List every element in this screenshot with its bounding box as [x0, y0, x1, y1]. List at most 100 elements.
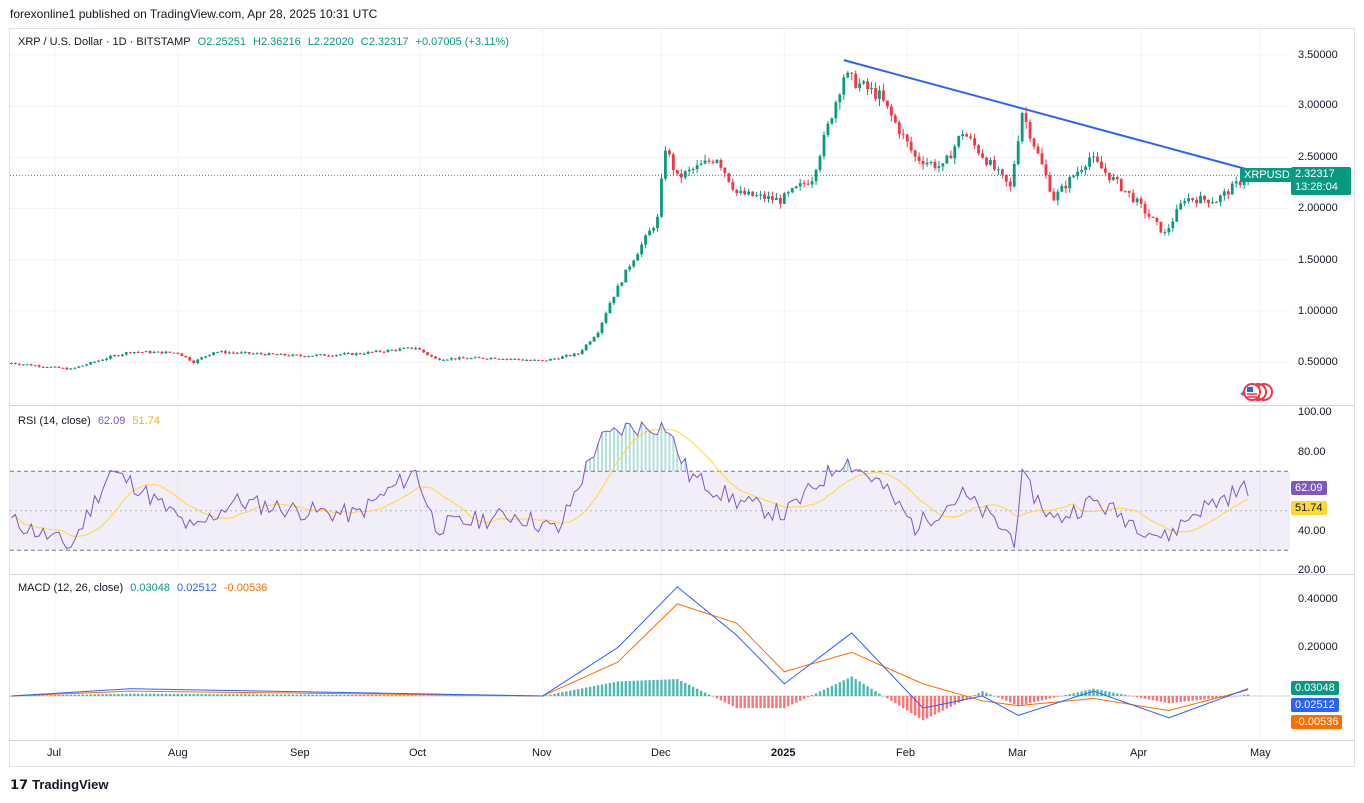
- time-axis-label: Aug: [168, 747, 188, 759]
- candle-body: [747, 191, 751, 195]
- macd-histogram-bar: [156, 693, 160, 696]
- candle-body: [33, 365, 37, 367]
- candle-body: [810, 181, 814, 185]
- candle-body: [489, 357, 493, 360]
- macd-histogram-bar: [1215, 696, 1218, 699]
- candle-body: [1020, 113, 1024, 142]
- candle-body: [660, 178, 663, 217]
- macd-histogram-bar: [216, 694, 219, 696]
- candle-body: [410, 347, 414, 349]
- candle-body: [786, 192, 790, 194]
- candle-body: [105, 358, 108, 360]
- macd-histogram-bar: [10, 696, 13, 697]
- candle-body: [731, 181, 735, 190]
- last-price: 2.32317: [1295, 168, 1335, 180]
- macd-histogram-bar: [473, 695, 477, 697]
- macd-histogram-bar: [232, 694, 235, 696]
- time-axis-label: Apr: [1130, 747, 1148, 759]
- candle-body: [901, 134, 905, 136]
- symbol-tag[interactable]: XRPUSD: [1240, 168, 1294, 182]
- macd-histogram-bar: [283, 694, 287, 696]
- pane-separator[interactable]: [10, 574, 1355, 575]
- rsi-tag: 62.09: [1291, 481, 1327, 495]
- candle-body: [21, 364, 25, 366]
- candle-body: [529, 360, 533, 362]
- macd-histogram-bar: [684, 682, 687, 696]
- candle-body: [1072, 175, 1076, 178]
- macd-histogram-bar: [117, 693, 120, 696]
- macd-histogram-bar: [438, 695, 441, 696]
- macd-histogram-bar: [1163, 696, 1167, 703]
- rsi-axis-label: 40.00: [1298, 525, 1326, 537]
- candle-body: [422, 349, 426, 353]
- candle-body: [624, 269, 628, 283]
- macd-histogram-bar: [969, 696, 972, 697]
- symbol-label[interactable]: XRP / U.S. Dollar · 1D · BITSTAMP: [18, 36, 191, 48]
- macd-histogram-bar: [172, 693, 176, 696]
- candle-body: [739, 190, 743, 194]
- candle-body: [196, 359, 200, 364]
- rsi-label[interactable]: RSI (14, close): [18, 415, 91, 427]
- candle-body: [394, 349, 398, 351]
- candle-body: [1032, 138, 1036, 147]
- candle-body: [323, 354, 326, 356]
- macd-histogram-bar: [319, 694, 322, 696]
- candle-body: [553, 358, 556, 360]
- macd-histogram-bar: [997, 696, 1000, 698]
- candle-body: [188, 357, 192, 361]
- candle-body: [220, 351, 223, 353]
- macd-histogram-bar: [775, 696, 778, 709]
- candle-body: [604, 313, 608, 323]
- macd-histogram-bar: [69, 694, 73, 696]
- price-legend[interactable]: XRP / U.S. Dollar · 1D · BITSTAMP O2.252…: [18, 36, 513, 48]
- candle-body: [584, 344, 588, 351]
- rsi-legend[interactable]: RSI (14, close) 62.09 51.74: [18, 415, 164, 427]
- macd-histogram-bar: [1064, 694, 1067, 696]
- macd-histogram-bar: [795, 696, 798, 703]
- pane-separator[interactable]: [10, 405, 1355, 406]
- rsi-ma-tag: 51.74: [1291, 501, 1327, 515]
- macd-histogram-bar: [913, 696, 917, 716]
- candle-body: [929, 161, 933, 163]
- macd-histogram-bar: [1159, 696, 1163, 702]
- tradingview-logo[interactable]: 𝟭𝟳 TradingView: [10, 777, 108, 793]
- candle-body: [545, 360, 548, 362]
- macd-histogram-bar: [894, 696, 897, 704]
- candle-body: [965, 134, 969, 137]
- macd-histogram-bar: [561, 692, 564, 696]
- candle-body: [350, 353, 354, 355]
- candle-body: [101, 359, 104, 361]
- candle-body: [1242, 180, 1246, 185]
- rsi-axis-label: 20.00: [1298, 564, 1326, 576]
- macd-histogram-bar: [1242, 695, 1246, 696]
- candle-body: [525, 360, 529, 362]
- trendline: [843, 59, 1249, 171]
- macd-histogram-bar: [906, 696, 909, 711]
- open-value: O2.25251: [197, 36, 246, 48]
- change-value: +0.07005 (+3.11%): [415, 36, 509, 48]
- macd-legend[interactable]: MACD (12, 26, close) 0.03048 0.02512 -0.…: [18, 582, 271, 594]
- macd-histogram-bar: [953, 696, 956, 705]
- price-axis-label: 3.50000: [1298, 49, 1338, 61]
- macd-histogram-bar: [212, 694, 215, 696]
- candle-body: [1100, 161, 1103, 169]
- macd-histogram-bar: [826, 687, 830, 696]
- us-flag-icon[interactable]: ✦: [1238, 382, 1274, 402]
- macd-histogram-bar: [97, 694, 100, 696]
- macd-histogram-bar: [557, 692, 560, 696]
- candle-body: [426, 352, 429, 355]
- candle-body: [342, 353, 346, 355]
- macd-histogram-bar: [1151, 696, 1155, 701]
- macd-histogram-bar: [676, 679, 679, 696]
- candle-body: [1107, 172, 1111, 180]
- macd-histogram-bar: [898, 696, 901, 706]
- candle-body: [703, 160, 707, 164]
- candle-body: [1199, 195, 1202, 204]
- macd-label[interactable]: MACD (12, 26, close): [18, 582, 124, 594]
- macd-histogram-bar: [620, 681, 624, 696]
- candle-body: [1175, 209, 1179, 222]
- time-axis-label: May: [1250, 747, 1271, 759]
- candle-body: [802, 183, 806, 185]
- macd-histogram-bar: [981, 691, 984, 696]
